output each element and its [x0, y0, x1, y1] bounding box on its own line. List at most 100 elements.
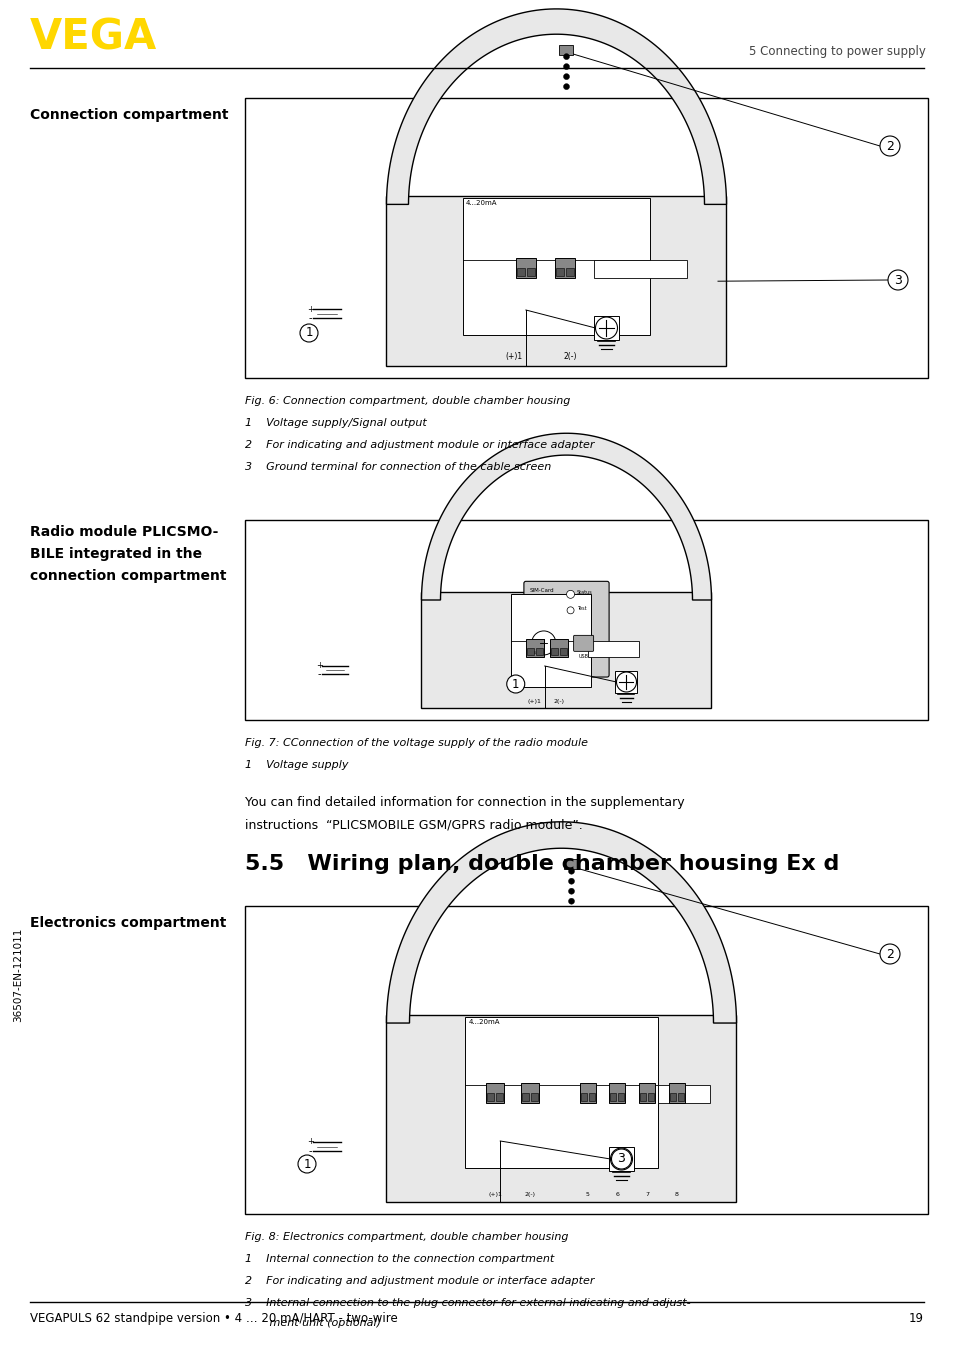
Text: 2    For indicating and adjustment module or interface adapter: 2 For indicating and adjustment module o… [245, 440, 594, 450]
Bar [669, 1093, 676, 1101]
Text: 36507-EN-121011: 36507-EN-121011 [13, 927, 23, 1022]
Bar [521, 1093, 529, 1101]
Bar [511, 594, 591, 686]
Bar [517, 268, 524, 276]
Text: Test: Test [576, 605, 585, 611]
Bar [516, 259, 536, 278]
Bar [421, 592, 711, 708]
Circle shape [887, 269, 907, 290]
Text: 2: 2 [885, 139, 893, 153]
Polygon shape [421, 433, 711, 600]
Bar [648, 1093, 654, 1101]
Text: -: - [317, 669, 321, 678]
Bar [588, 640, 639, 657]
Bar [531, 1093, 537, 1101]
Bar [609, 1147, 633, 1171]
Text: You can find detailed information for connection in the supplementary: You can find detailed information for co… [245, 796, 684, 808]
Text: 1: 1 [305, 326, 313, 340]
Text: 5 Connecting to power supply: 5 Connecting to power supply [748, 46, 925, 58]
Circle shape [531, 631, 556, 655]
Circle shape [563, 54, 569, 60]
Circle shape [879, 135, 899, 156]
Bar [579, 1083, 595, 1104]
Bar [386, 196, 726, 366]
Text: VEGAPULS 62 standpipe version • 4 … 20 mA/HART - two-wire: VEGAPULS 62 standpipe version • 4 … 20 m… [30, 1312, 397, 1326]
Text: 1: 1 [512, 677, 519, 691]
Bar [618, 1093, 624, 1101]
Text: 8: 8 [675, 1192, 679, 1197]
Text: instructions  “PLICSMOBILE GSM/GPRS radio module”.: instructions “PLICSMOBILE GSM/GPRS radio… [245, 818, 582, 831]
Circle shape [563, 64, 569, 69]
Text: 3    Internal connection to the plug connector for external indicating and adjus: 3 Internal connection to the plug connec… [245, 1298, 690, 1308]
Text: 2(-): 2(-) [563, 352, 577, 362]
Bar [580, 1093, 586, 1101]
Bar [245, 906, 927, 1215]
Text: ment unit (optional): ment unit (optional) [245, 1317, 380, 1328]
Text: 19: 19 [908, 1312, 923, 1326]
Text: 6: 6 [615, 1192, 618, 1197]
Circle shape [506, 676, 524, 693]
Bar [556, 268, 563, 276]
Circle shape [610, 1148, 632, 1170]
Text: 2    For indicating and adjustment module or interface adapter: 2 For indicating and adjustment module o… [245, 1275, 594, 1286]
Text: Fig. 6: Connection compartment, double chamber housing: Fig. 6: Connection compartment, double c… [245, 395, 570, 406]
Bar [678, 1093, 683, 1101]
Text: 1: 1 [303, 1158, 311, 1170]
Text: (+)1: (+)1 [505, 352, 522, 362]
Circle shape [568, 868, 574, 875]
Text: 2(-): 2(-) [553, 699, 564, 704]
Circle shape [297, 1155, 315, 1173]
Text: 3    Ground terminal for connection of the cable screen: 3 Ground terminal for connection of the … [245, 462, 551, 473]
Text: 1    Voltage supply: 1 Voltage supply [245, 760, 348, 770]
Bar [525, 639, 543, 657]
Bar [555, 259, 575, 278]
Text: Status: Status [576, 590, 592, 594]
Bar [551, 647, 558, 654]
Text: 3: 3 [617, 1152, 625, 1166]
Bar [245, 97, 927, 378]
Text: 4...20mA: 4...20mA [468, 1020, 499, 1025]
Circle shape [595, 317, 617, 338]
Bar [462, 199, 649, 336]
Circle shape [568, 879, 574, 884]
Bar [657, 1085, 709, 1104]
Bar [565, 268, 574, 276]
Text: USB: USB [578, 654, 588, 659]
Text: +: + [315, 662, 322, 670]
Text: -: - [308, 1145, 312, 1156]
Text: Connection compartment: Connection compartment [30, 108, 229, 122]
Polygon shape [386, 9, 726, 204]
Bar [550, 639, 568, 657]
Text: Fig. 7: CConnection of the voltage supply of the radio module: Fig. 7: CConnection of the voltage suppl… [245, 738, 587, 747]
Circle shape [611, 1150, 631, 1169]
Bar [245, 520, 927, 720]
Bar [465, 1017, 657, 1169]
Circle shape [568, 898, 574, 904]
Text: BILE integrated in the: BILE integrated in the [30, 547, 202, 561]
Text: 4...20mA: 4...20mA [465, 200, 497, 206]
FancyBboxPatch shape [523, 581, 608, 677]
Bar [558, 45, 573, 54]
Text: 2(-): 2(-) [524, 1192, 535, 1197]
Circle shape [566, 607, 574, 613]
Circle shape [563, 84, 569, 89]
Circle shape [566, 590, 574, 598]
Text: VEGA: VEGA [30, 18, 157, 60]
Text: 1    Voltage supply/Signal output: 1 Voltage supply/Signal output [245, 418, 426, 428]
Bar [526, 647, 533, 654]
Text: -: - [308, 313, 312, 324]
Text: (+)1: (+)1 [527, 699, 541, 704]
Text: 5.5   Wiring plan, double chamber housing Ex d: 5.5 Wiring plan, double chamber housing … [245, 854, 839, 873]
Text: Electronics compartment: Electronics compartment [30, 917, 226, 930]
Text: 5: 5 [585, 1192, 589, 1197]
Circle shape [568, 888, 574, 894]
Bar [609, 1083, 625, 1104]
Bar [668, 1083, 684, 1104]
Text: 3: 3 [893, 274, 901, 287]
Bar [594, 315, 618, 340]
Text: 1    Internal connection to the connection compartment: 1 Internal connection to the connection … [245, 1254, 554, 1265]
Bar [639, 1093, 645, 1101]
Bar [386, 1016, 736, 1202]
Text: (+)1: (+)1 [488, 1192, 501, 1197]
FancyBboxPatch shape [573, 635, 593, 651]
